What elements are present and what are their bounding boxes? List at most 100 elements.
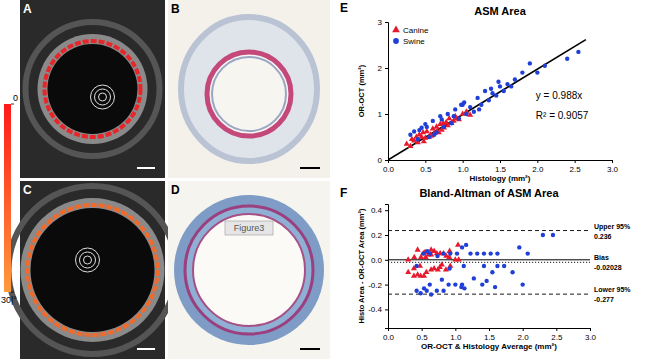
- point: [482, 251, 486, 255]
- reference-label: Lower 95%: [594, 286, 631, 293]
- point: [404, 140, 410, 145]
- point: [452, 114, 456, 118]
- reference-line: [388, 259, 590, 260]
- point: [418, 291, 422, 295]
- legend-marker: [392, 26, 400, 33]
- point: [422, 286, 426, 290]
- x-tick: 0.0: [383, 328, 395, 342]
- point: [421, 138, 427, 143]
- tissue-ring-outer: [9, 186, 177, 354]
- x-axis: 0.00.51.01.52.02.53.0: [383, 160, 619, 174]
- reference-value: -0.02028: [594, 264, 622, 271]
- tissue-outer: [174, 195, 324, 345]
- reference-value: 0.236: [594, 233, 612, 240]
- y-tick: 0: [378, 156, 388, 165]
- point: [435, 289, 439, 293]
- point: [421, 251, 425, 255]
- x-tick-mark: [425, 160, 426, 163]
- panel-label: C: [23, 183, 32, 197]
- x-tick-label: 1.5: [484, 333, 496, 342]
- point: [449, 121, 453, 125]
- image-panel-D: [168, 181, 330, 359]
- point: [495, 251, 499, 255]
- chart-title: ASM Area: [474, 5, 526, 17]
- y-axis-title: OR-OCT (mm²): [357, 64, 366, 117]
- x-axis: 0.00.51.01.52.02.53.0: [383, 328, 597, 342]
- point: [447, 266, 451, 270]
- chart-title: Bland-Altman of ASM Area: [419, 187, 559, 199]
- series: [414, 233, 555, 297]
- panel-label: A: [23, 2, 32, 16]
- image-background: [20, 181, 165, 359]
- y-tick: 0.4: [371, 206, 388, 215]
- scale-bar: [137, 348, 155, 350]
- y-axis: 0123: [378, 18, 389, 165]
- x-tick: 2.5: [551, 328, 563, 342]
- x-tick-mark: [590, 328, 591, 331]
- point: [475, 251, 479, 255]
- y-tick-label: 3: [378, 18, 383, 27]
- catheter-ring: [84, 256, 92, 264]
- reference-line: [388, 230, 590, 231]
- x-tick-label: 1.0: [458, 165, 470, 174]
- colorbar: [4, 104, 11, 292]
- x-tick-mark: [463, 160, 464, 163]
- panel-label: B: [171, 2, 180, 16]
- image-background: [168, 181, 330, 359]
- point: [411, 254, 417, 259]
- point: [488, 251, 492, 255]
- plot-area: [388, 40, 586, 160]
- x-tick: 1.0: [458, 160, 470, 174]
- asm-overlay: [28, 205, 158, 335]
- point: [455, 251, 459, 255]
- reference-value: -0.277: [594, 296, 614, 303]
- point: [427, 135, 431, 139]
- tissue-ring: [38, 34, 148, 144]
- point: [472, 110, 476, 114]
- x-tick-mark: [556, 328, 557, 331]
- point: [502, 264, 506, 268]
- point: [446, 112, 450, 116]
- x-tick: 3.0: [607, 160, 619, 174]
- point: [541, 233, 545, 237]
- fit-line: [388, 40, 586, 160]
- point: [510, 270, 514, 274]
- point: [479, 103, 483, 107]
- point: [448, 251, 452, 255]
- point: [502, 89, 506, 93]
- x-tick-label: 2.5: [570, 165, 582, 174]
- point: [513, 77, 517, 81]
- point: [528, 61, 532, 65]
- scale-bar: [300, 348, 320, 350]
- panel-label: E: [340, 1, 348, 15]
- annotation: R² = 0.9057: [536, 110, 589, 121]
- chart: 0.00.51.01.52.02.53.00123ASM AreaHistolo…: [357, 5, 619, 183]
- reference-line: [388, 294, 590, 295]
- y-axis-title: Histo Area - OR-OCT Area (mm²): [357, 208, 366, 323]
- y-axis-line: [385, 205, 389, 329]
- x-tick-label: 0.5: [420, 165, 432, 174]
- point: [551, 233, 555, 237]
- point: [509, 84, 513, 88]
- panel-label: D: [171, 183, 180, 197]
- point: [487, 98, 491, 102]
- reference-label: Bias: [594, 254, 609, 261]
- colorbar-tick-label: 30|°: [1, 295, 17, 305]
- y-tick: 3: [378, 18, 388, 27]
- point: [457, 116, 461, 120]
- x-tick-label: 1.0: [450, 333, 462, 342]
- point: [408, 133, 412, 137]
- y-tick-mark: [385, 68, 388, 69]
- scale-bar: [300, 167, 320, 169]
- point: [442, 125, 446, 129]
- asm-overlay: [45, 41, 141, 137]
- image-panel-B: [168, 0, 330, 178]
- point: [405, 256, 411, 261]
- reference-line: [388, 262, 590, 263]
- point: [435, 254, 439, 258]
- image-background: [20, 0, 165, 178]
- x-tick-label: 0.0: [383, 165, 395, 174]
- point: [475, 96, 479, 100]
- point: [459, 103, 463, 107]
- x-tick-mark: [575, 160, 576, 163]
